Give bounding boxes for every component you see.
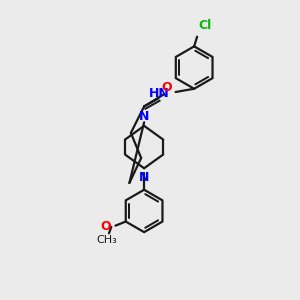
Text: N: N: [139, 110, 149, 124]
Text: O: O: [101, 220, 111, 233]
Text: N: N: [139, 171, 149, 184]
Text: Cl: Cl: [199, 19, 212, 32]
Text: HN: HN: [148, 87, 169, 100]
Text: CH₃: CH₃: [97, 235, 118, 245]
Text: O: O: [162, 81, 172, 94]
